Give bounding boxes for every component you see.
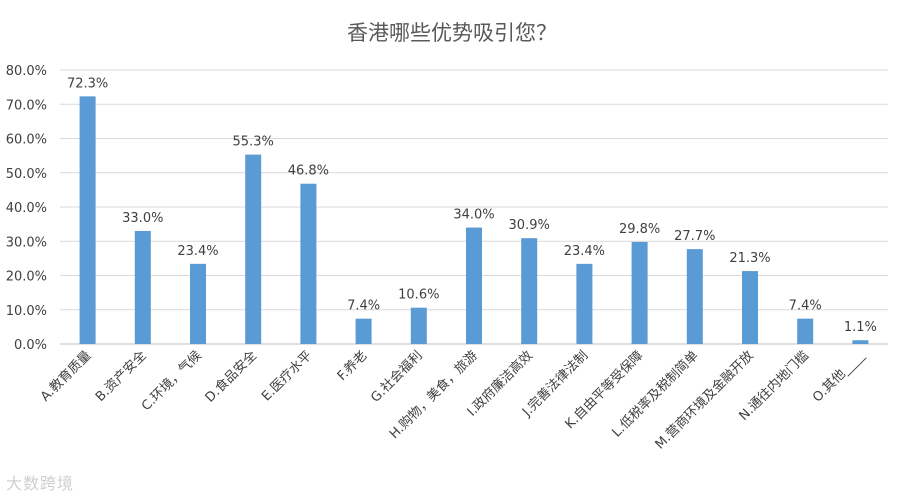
data-label: 1.1% <box>844 320 877 335</box>
x-tick-label: M.营商环境及金融开放 <box>652 348 757 453</box>
bar <box>355 318 372 344</box>
x-tick-label: E.医疗水平 <box>259 348 315 404</box>
bar <box>521 238 538 344</box>
bar <box>852 340 869 344</box>
data-label: 7.4% <box>347 299 380 314</box>
x-tick-label: G.社会福利 <box>367 348 425 406</box>
data-label: 27.7% <box>674 229 715 244</box>
y-tick-label: 30.0% <box>6 235 47 250</box>
x-tick-label: D.食品安全 <box>202 348 260 406</box>
y-axis-ticks: 0.0% 10.0% 20.0% 30.0% 40.0% 50.0% 60.0% 70.0% 8… <box>6 64 47 353</box>
data-label: 30.9% <box>509 218 550 233</box>
x-tick-label: O.其他____ <box>810 348 868 406</box>
data-label: 72.3% <box>67 76 108 91</box>
data-labels: 72.3% 33.0% 23.4% 55.3% 46.8% 7.4% 10.6% 34.0% 3… <box>67 76 877 335</box>
bars <box>79 96 869 344</box>
bar <box>797 318 814 344</box>
x-tick-label: A.教育质量 <box>37 348 94 405</box>
data-label: 21.3% <box>729 251 770 266</box>
x-tick-label: B.资产安全 <box>92 348 149 405</box>
data-label: 23.4% <box>564 244 605 259</box>
data-label: 46.8% <box>288 164 329 179</box>
bar <box>742 271 758 344</box>
bar <box>134 230 151 344</box>
data-label: 7.4% <box>789 299 822 314</box>
data-label: 29.8% <box>619 222 660 237</box>
y-tick-label: 70.0% <box>6 98 47 113</box>
data-label: 33.0% <box>122 211 163 226</box>
y-tick-label: 0.0% <box>14 338 47 353</box>
chart-title: 香港哪些优势吸引您？ <box>347 21 557 45</box>
data-label: 10.6% <box>398 288 439 303</box>
bar <box>686 249 703 344</box>
data-label: 34.0% <box>453 208 494 223</box>
y-tick-label: 20.0% <box>6 270 47 285</box>
bar <box>190 263 206 344</box>
bar <box>245 154 262 344</box>
y-tick-label: 60.0% <box>6 133 47 148</box>
y-tick-label: 50.0% <box>6 167 47 182</box>
y-tick-label: 10.0% <box>6 304 47 319</box>
data-label: 55.3% <box>233 135 274 150</box>
bar <box>631 241 648 344</box>
y-tick-label: 80.0% <box>6 64 47 79</box>
bar <box>79 96 96 344</box>
y-tick-label: 40.0% <box>6 201 47 216</box>
watermark: 大数跨境 <box>6 474 75 493</box>
data-label: 23.4% <box>177 244 218 259</box>
bar <box>300 183 317 344</box>
bar <box>410 307 427 344</box>
bar <box>466 227 482 344</box>
bar <box>576 263 593 344</box>
x-tick-label: F.养老 <box>334 348 370 384</box>
